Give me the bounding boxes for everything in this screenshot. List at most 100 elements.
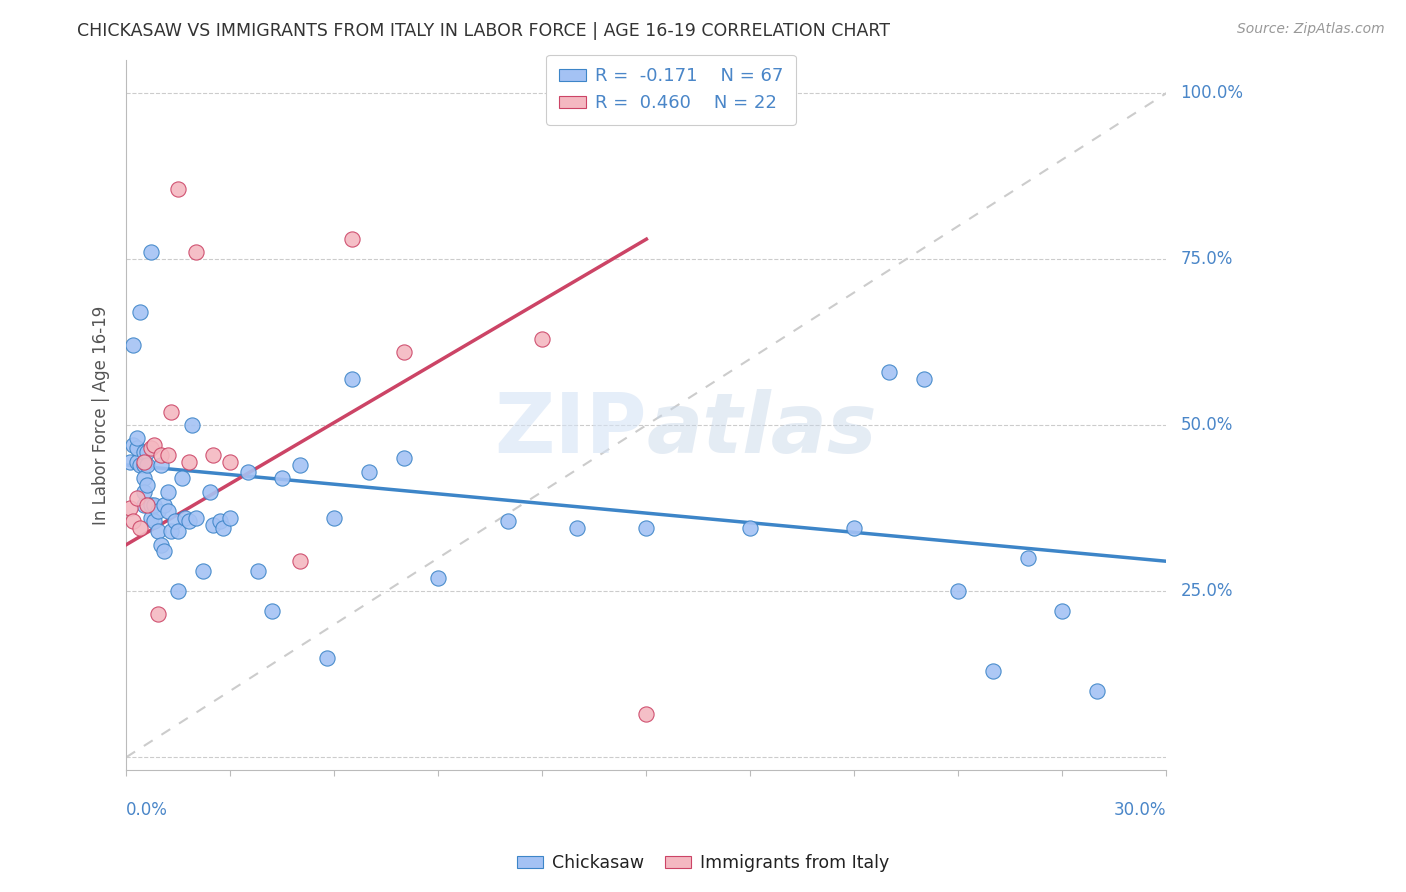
Point: [219, 455, 242, 469]
Point: [323, 511, 346, 525]
Point: [132, 455, 155, 469]
Point: [1017, 550, 1039, 565]
Point: [139, 442, 162, 456]
Point: [156, 448, 179, 462]
Point: [143, 498, 166, 512]
Point: [247, 564, 270, 578]
Point: [636, 706, 658, 721]
Legend: Chickasaw, Immigrants from Italy: Chickasaw, Immigrants from Italy: [510, 847, 896, 879]
Point: [565, 521, 588, 535]
Point: [177, 455, 200, 469]
Point: [948, 584, 970, 599]
Text: 0.0%: 0.0%: [127, 801, 169, 819]
Point: [122, 438, 145, 452]
Point: [340, 371, 363, 385]
Point: [288, 458, 311, 472]
Point: [184, 245, 207, 260]
Point: [132, 498, 155, 512]
Point: [139, 245, 162, 260]
Text: 30.0%: 30.0%: [1114, 801, 1167, 819]
Point: [271, 471, 294, 485]
Point: [219, 511, 242, 525]
Point: [143, 515, 166, 529]
Y-axis label: In Labor Force | Age 16-19: In Labor Force | Age 16-19: [93, 306, 110, 524]
Point: [160, 405, 183, 419]
Point: [340, 232, 363, 246]
Point: [201, 517, 224, 532]
Point: [129, 521, 152, 535]
Point: [156, 484, 179, 499]
Text: Source: ZipAtlas.com: Source: ZipAtlas.com: [1237, 22, 1385, 37]
Point: [427, 571, 450, 585]
Point: [122, 338, 145, 352]
Point: [288, 554, 311, 568]
Point: [912, 371, 935, 385]
Point: [125, 455, 148, 469]
Point: [129, 458, 152, 472]
Point: [260, 604, 283, 618]
Point: [125, 442, 148, 456]
Point: [1052, 604, 1074, 618]
Point: [496, 515, 519, 529]
Point: [163, 515, 186, 529]
Point: [392, 451, 415, 466]
Point: [136, 444, 159, 458]
Point: [170, 471, 193, 485]
Point: [208, 515, 231, 529]
Point: [143, 438, 166, 452]
Point: [139, 511, 162, 525]
Point: [153, 544, 176, 558]
Text: 50.0%: 50.0%: [1181, 417, 1233, 434]
Point: [118, 501, 141, 516]
Text: atlas: atlas: [647, 389, 877, 470]
Point: [132, 471, 155, 485]
Point: [146, 607, 169, 622]
Point: [167, 584, 190, 599]
Point: [125, 431, 148, 445]
Point: [184, 511, 207, 525]
Point: [636, 521, 658, 535]
Point: [160, 524, 183, 539]
Legend: R =  -0.171    N = 67, R =  0.460    N = 22: R = -0.171 N = 67, R = 0.460 N = 22: [546, 54, 796, 125]
Point: [167, 182, 190, 196]
Text: ZIP: ZIP: [494, 389, 647, 470]
Point: [392, 345, 415, 359]
Point: [136, 458, 159, 472]
Point: [167, 524, 190, 539]
Point: [877, 365, 900, 379]
Point: [125, 491, 148, 505]
Point: [201, 448, 224, 462]
Point: [132, 484, 155, 499]
Point: [132, 444, 155, 458]
Point: [149, 458, 172, 472]
Point: [149, 448, 172, 462]
Point: [191, 564, 214, 578]
Point: [118, 455, 141, 469]
Point: [122, 515, 145, 529]
Point: [1085, 683, 1108, 698]
Point: [844, 521, 866, 535]
Point: [139, 498, 162, 512]
Point: [146, 524, 169, 539]
Text: CHICKASAW VS IMMIGRANTS FROM ITALY IN LABOR FORCE | AGE 16-19 CORRELATION CHART: CHICKASAW VS IMMIGRANTS FROM ITALY IN LA…: [77, 22, 890, 40]
Point: [981, 664, 1004, 678]
Point: [212, 521, 235, 535]
Point: [136, 498, 159, 512]
Point: [236, 465, 259, 479]
Point: [149, 538, 172, 552]
Point: [316, 650, 339, 665]
Point: [132, 458, 155, 472]
Text: 100.0%: 100.0%: [1181, 84, 1243, 102]
Point: [129, 305, 152, 319]
Point: [531, 332, 554, 346]
Point: [357, 465, 380, 479]
Point: [740, 521, 762, 535]
Point: [146, 504, 169, 518]
Point: [177, 515, 200, 529]
Point: [156, 504, 179, 518]
Point: [198, 484, 221, 499]
Point: [136, 478, 159, 492]
Text: 75.0%: 75.0%: [1181, 250, 1233, 268]
Text: 25.0%: 25.0%: [1181, 582, 1233, 600]
Point: [153, 498, 176, 512]
